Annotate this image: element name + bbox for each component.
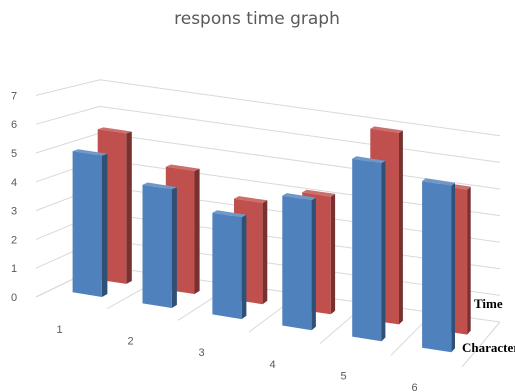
y-axis: 0 1 2 3 4 5 6 7	[11, 90, 17, 304]
x-tick-label: 3	[198, 347, 204, 359]
x-tick-label: 1	[56, 324, 62, 336]
chart-title: respons time graph	[174, 9, 340, 29]
y-tick-label: 4	[11, 177, 17, 189]
bar-characters-2	[142, 182, 177, 308]
x-tick-label: 5	[340, 371, 346, 383]
x-tick-label: 6	[411, 382, 417, 392]
y-tick-label: 1	[11, 263, 17, 275]
series-label-characters: Characters	[462, 340, 515, 355]
bar-characters-5	[352, 156, 386, 342]
series-label-time: Time	[474, 296, 503, 311]
bar-characters-3	[212, 210, 247, 320]
bar-characters-6	[422, 178, 455, 353]
bar-characters-4	[282, 193, 316, 331]
x-axis: 1 2 3 4 5 6	[56, 324, 417, 392]
x-tick-label: 2	[127, 336, 133, 348]
y-tick-label: 2	[11, 234, 17, 246]
y-tick-label: 6	[11, 119, 17, 131]
bars-layer	[72, 126, 471, 353]
y-tick-label: 7	[11, 90, 17, 102]
y-tick-label: 3	[11, 206, 17, 218]
gridline	[35, 79, 501, 137]
x-tick-label: 4	[269, 359, 275, 371]
bar-characters-1	[72, 149, 108, 297]
gridline	[35, 105, 501, 163]
y-tick-label: 5	[11, 148, 17, 160]
y-tick-label: 0	[11, 292, 17, 304]
floor-gridline	[461, 321, 501, 368]
